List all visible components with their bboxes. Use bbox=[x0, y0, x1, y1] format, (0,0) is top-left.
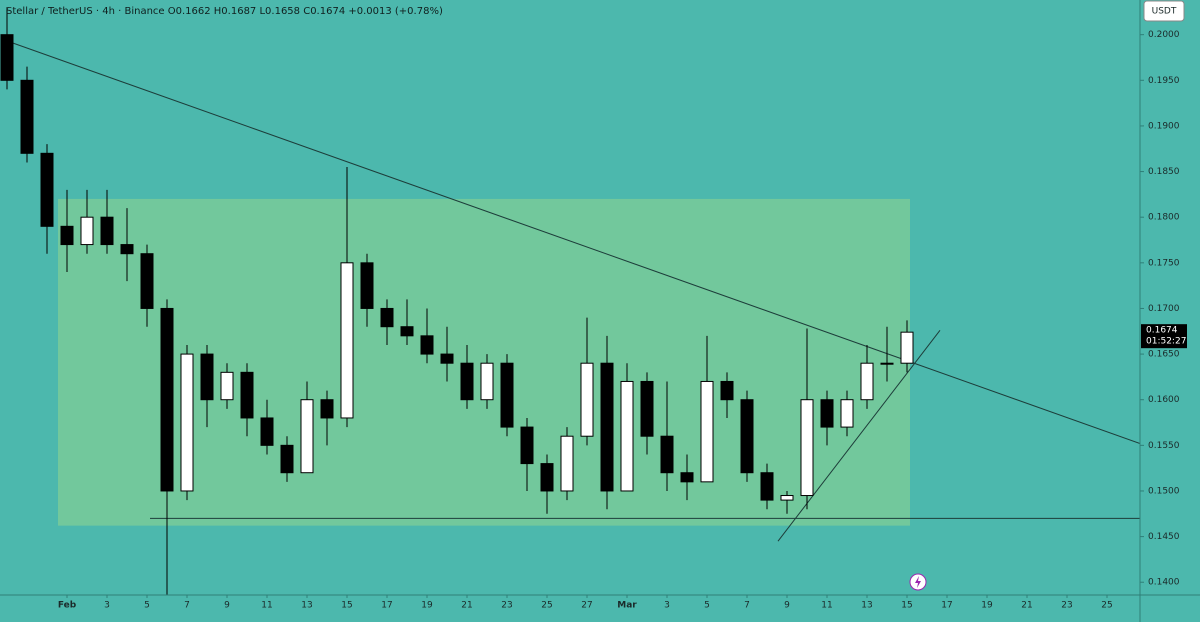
y-tick-label: 0.1750 bbox=[1148, 258, 1180, 268]
x-tick-label: 23 bbox=[501, 601, 512, 611]
chart-title: Stellar / TetherUS · 4h · Binance O0.166… bbox=[6, 6, 443, 17]
x-tick-label: 11 bbox=[821, 601, 832, 611]
x-tick-label: 17 bbox=[381, 601, 392, 611]
candle-body bbox=[500, 362, 514, 428]
trend-line bbox=[9, 41, 1140, 444]
candle-body bbox=[640, 380, 654, 437]
x-tick-label: 5 bbox=[144, 601, 150, 611]
x-tick-label: 25 bbox=[541, 601, 552, 611]
candle-body bbox=[620, 380, 634, 492]
y-tick-label: 0.1500 bbox=[1148, 486, 1180, 496]
x-tick-label: 9 bbox=[784, 601, 790, 611]
y-tick-label: 0.2000 bbox=[1148, 30, 1180, 40]
candle-body bbox=[140, 253, 154, 309]
candle-body bbox=[900, 331, 914, 364]
candle-body bbox=[380, 307, 394, 328]
candle-body bbox=[260, 417, 274, 446]
candle-body bbox=[680, 472, 694, 483]
candle-body bbox=[300, 399, 314, 474]
x-tick-label: 13 bbox=[861, 601, 872, 611]
candle-body bbox=[480, 362, 494, 401]
y-tick-label: 0.1450 bbox=[1148, 532, 1180, 542]
x-tick-label: 17 bbox=[941, 601, 952, 611]
candle-body bbox=[40, 152, 54, 227]
x-tick-label: 19 bbox=[421, 601, 433, 611]
y-tick-label: 0.1850 bbox=[1148, 167, 1180, 177]
y-tick-label: 0.1950 bbox=[1148, 76, 1180, 86]
range-zone bbox=[58, 198, 910, 526]
x-tick-label: 11 bbox=[261, 601, 272, 611]
candle-body bbox=[440, 353, 454, 364]
x-tick-label: 21 bbox=[461, 601, 472, 611]
y-tick-label: 0.1800 bbox=[1148, 213, 1180, 223]
candle-body bbox=[780, 495, 794, 501]
currency-box bbox=[1143, 0, 1185, 22]
candle-body bbox=[60, 225, 74, 246]
candle-body bbox=[20, 79, 34, 154]
alert-icon-glyph bbox=[915, 576, 921, 588]
y-tick-label: 0.1600 bbox=[1148, 395, 1180, 405]
candle-body bbox=[420, 335, 434, 355]
x-tick-label: 3 bbox=[664, 601, 670, 611]
y-tick-label: 0.1650 bbox=[1148, 350, 1180, 360]
candle-body bbox=[120, 244, 134, 255]
candle-body bbox=[840, 399, 854, 428]
x-tick-label: 7 bbox=[184, 601, 190, 611]
candle-body bbox=[800, 399, 814, 497]
candle-body bbox=[200, 353, 214, 401]
candle-body bbox=[820, 399, 834, 428]
x-tick-label: 19 bbox=[981, 601, 993, 611]
x-tick-label: Mar bbox=[617, 601, 637, 611]
x-tick-label: 7 bbox=[744, 601, 750, 611]
y-tick-label: 0.1900 bbox=[1148, 121, 1180, 131]
candle-body bbox=[520, 426, 534, 465]
candle-body bbox=[880, 362, 894, 365]
x-tick-label: 15 bbox=[341, 601, 352, 611]
candle-body bbox=[220, 371, 234, 401]
x-tick-label: 5 bbox=[704, 601, 710, 611]
trend-line bbox=[777, 330, 941, 542]
x-tick-label: 13 bbox=[301, 601, 312, 611]
x-tick-label: 3 bbox=[104, 601, 110, 611]
candle-body bbox=[160, 307, 174, 492]
candle-body bbox=[360, 262, 374, 309]
y-tick-label: 0.1550 bbox=[1148, 441, 1180, 451]
candle-body bbox=[340, 262, 354, 419]
x-tick-label: 21 bbox=[1021, 601, 1032, 611]
x-tick-label: 27 bbox=[581, 601, 592, 611]
candle-body bbox=[80, 216, 94, 246]
candle-body bbox=[180, 353, 194, 492]
candle-body bbox=[400, 326, 414, 337]
candle-body bbox=[700, 380, 714, 483]
x-tick-label: 25 bbox=[1101, 601, 1112, 611]
candle-body bbox=[0, 34, 14, 81]
candle-body bbox=[540, 463, 554, 492]
x-tick-label: 9 bbox=[224, 601, 230, 611]
countdown: 01:52:27 bbox=[1146, 337, 1186, 347]
candle-body bbox=[740, 399, 754, 474]
currency: USDT bbox=[1152, 7, 1177, 17]
x-tick-label: Feb bbox=[58, 601, 77, 611]
candle-body bbox=[560, 435, 574, 492]
candle-body bbox=[600, 362, 614, 492]
candle-body bbox=[580, 362, 594, 437]
candle-body bbox=[860, 362, 874, 401]
price-tag-label: 0.1674 bbox=[1146, 326, 1178, 336]
candle-body bbox=[720, 380, 734, 401]
candle-body bbox=[100, 216, 114, 246]
candle-body bbox=[460, 362, 474, 401]
candle-body bbox=[280, 444, 294, 474]
price-tag bbox=[1141, 324, 1187, 349]
x-tick-label: 23 bbox=[1061, 601, 1072, 611]
candle-body bbox=[320, 399, 334, 419]
x-tick-label: 15 bbox=[901, 601, 912, 611]
candle-body bbox=[660, 435, 674, 474]
candle-body bbox=[240, 371, 254, 419]
plot-area bbox=[0, 7, 1140, 595]
y-tick-label: 0.1700 bbox=[1148, 304, 1180, 314]
candle-body bbox=[760, 472, 774, 501]
y-tick-label: 0.1400 bbox=[1148, 578, 1180, 588]
